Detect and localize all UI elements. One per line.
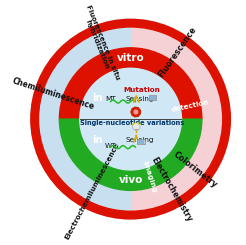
Text: vivo: vivo [118,175,143,185]
Circle shape [132,109,139,115]
Text: Electrochemistry: Electrochemistry [149,156,194,224]
FancyBboxPatch shape [149,95,156,100]
Circle shape [133,123,140,131]
Wedge shape [59,119,202,190]
Text: vitro: vitro [117,53,144,63]
Text: MT: MT [105,96,116,102]
Text: Sensing: Sensing [126,136,154,143]
Text: Fluorescence in situ
hybridization: Fluorescence in situ hybridization [79,4,121,83]
Circle shape [134,110,138,114]
Text: Electrochemiluminescence: Electrochemiluminescence [64,142,121,241]
Text: detection: detection [171,99,210,113]
Text: in: in [92,93,103,103]
Wedge shape [31,19,230,219]
Text: imaging: imaging [141,160,157,194]
Circle shape [31,19,230,219]
Text: Mutation: Mutation [123,87,160,93]
Text: Sensing: Sensing [126,96,154,102]
Text: WT: WT [105,143,116,149]
Wedge shape [31,19,131,219]
Text: Colorimetry: Colorimetry [171,149,219,189]
Circle shape [80,68,182,170]
Text: in: in [92,135,103,145]
FancyBboxPatch shape [137,139,145,145]
Wedge shape [59,48,202,119]
Text: Chemiluminescence: Chemiluminescence [11,76,95,111]
Text: Fluorescence: Fluorescence [157,25,198,79]
Text: Single-nucleotide variations: Single-nucleotide variations [80,120,185,126]
